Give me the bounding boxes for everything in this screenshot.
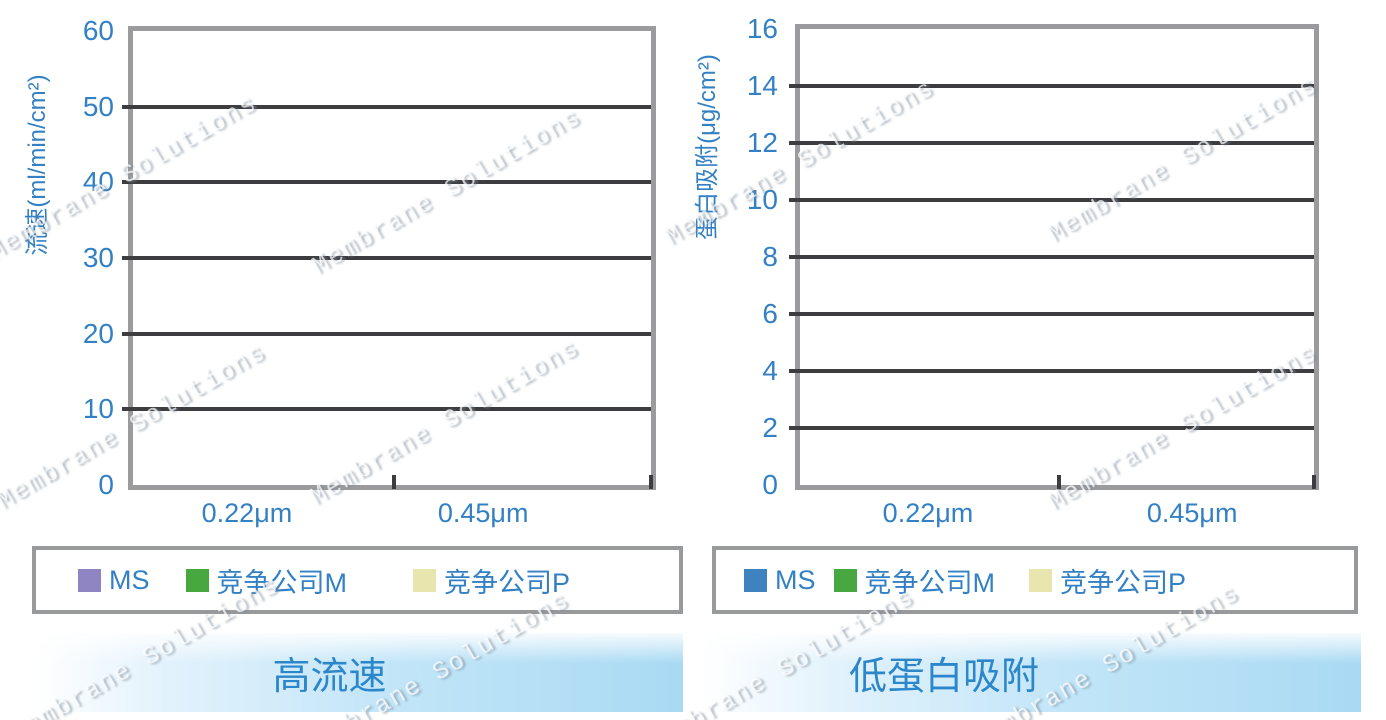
legend-label: 竞争公司M [864, 567, 996, 598]
watermark-text: Membrane Solutions [1043, 338, 1323, 518]
legend-swatch [413, 568, 436, 592]
legend-swatch [1029, 568, 1052, 592]
legend-label: MS [109, 564, 150, 595]
gridline [789, 312, 1314, 316]
y-tick-label: 20 [82, 317, 114, 349]
y-tick-label: 10 [82, 393, 114, 425]
legend: MS 竞争公司M 竞争公司P [712, 546, 1358, 614]
legend-item-竞争公司P: 竞争公司P [413, 561, 570, 600]
y-tick-label: 12 [746, 127, 778, 158]
gridline [122, 407, 651, 412]
gridline [122, 331, 651, 336]
watermark-text: Membrane Solutions [965, 578, 1245, 720]
y-tick-label: 30 [82, 242, 114, 273]
gridline [122, 104, 651, 109]
x-axis-tick-mark [1312, 475, 1316, 489]
watermark-text: Membrane Solutions [307, 102, 587, 282]
y-axis-tick-labels: 16 14 12 10 8 6 4 2 0 [722, 15, 778, 499]
y-axis-tick-labels: 60 50 40 30 20 10 0 [56, 17, 114, 499]
y-tick-label: 8 [762, 241, 778, 272]
y-tick-label: 0 [762, 469, 778, 500]
legend-item-竞争公司M: 竞争公司M [833, 561, 996, 600]
y-tick-label: 10 [746, 184, 778, 215]
watermark-text: Membrane Solutions [295, 585, 575, 720]
watermark-text: Membrane Solutions [1043, 70, 1323, 250]
y-axis-title: 流速(ml/min/cm²) [24, 74, 51, 256]
legend-swatch [833, 568, 857, 592]
legend-label: 竞争公司M [216, 567, 348, 598]
legend-swatch [185, 568, 209, 592]
banner-label: 低蛋白吸附 [848, 656, 1039, 698]
x-tick-label: 0.45μm [1146, 498, 1238, 528]
x-axis-tick-mark [392, 475, 396, 489]
banner-low-protein-adsorption: 低蛋白吸附 [703, 633, 1361, 712]
watermark-text: Membrane Solutions [640, 582, 920, 720]
gridline [122, 180, 651, 185]
gridline [789, 255, 1314, 259]
gridline [789, 369, 1314, 373]
gridline [122, 256, 651, 260]
watermark-text: Membrane Solutions [660, 73, 940, 253]
watermark-text: Membrane Solutions [305, 333, 585, 513]
legend-item-竞争公司M: 竞争公司M [185, 561, 348, 600]
x-axis-tick-mark [649, 475, 653, 489]
x-tick-label: 0.22μm [201, 498, 293, 528]
legend-item-竞争公司P: 竞争公司P [1029, 561, 1186, 600]
x-axis-labels: 0.22μm 0.45μm [800, 498, 1314, 532]
legend-swatch [78, 568, 101, 592]
x-axis-tick-mark [1057, 475, 1061, 489]
y-tick-label: 50 [82, 90, 114, 122]
legend-swatch [744, 568, 767, 592]
y-tick-label: 14 [746, 70, 778, 101]
y-tick-label: 60 [82, 15, 114, 46]
y-tick-label: 6 [762, 298, 778, 329]
banner-label: 高流速 [272, 656, 387, 698]
y-tick-label: 2 [762, 412, 778, 443]
banner-high-flow: 高流速 [36, 633, 683, 712]
legend-label: 竞争公司P [444, 567, 571, 598]
plot-area [789, 24, 1319, 490]
legend: MS 竞争公司M 竞争公司P [32, 546, 683, 614]
legend-label: 竞争公司P [1060, 567, 1187, 598]
watermark-text: Membrane Solutions [0, 88, 263, 268]
legend-label: MS [775, 564, 816, 595]
y-tick-label: 16 [746, 13, 778, 44]
watermark-text: Membrane Solutions [5, 570, 285, 720]
y-tick-label: 0 [98, 469, 114, 500]
x-tick-label: 0.45μm [437, 498, 529, 528]
gridline [789, 198, 1314, 202]
y-tick-label: 40 [82, 166, 114, 198]
x-tick-label: 0.22μm [882, 498, 974, 528]
legend-item-MS: MS [78, 565, 150, 596]
legend-item-MS: MS [744, 565, 816, 596]
x-axis-labels: 0.22μm 0.45μm [133, 498, 651, 532]
y-axis-title: 蛋白吸附(μg/cm²) [694, 54, 721, 240]
watermark-text: Membrane Solutions [0, 337, 272, 517]
gridline [789, 84, 1314, 88]
gridline [789, 141, 1314, 145]
gridline [789, 426, 1314, 430]
y-tick-label: 4 [762, 355, 778, 386]
plot-area [122, 26, 656, 490]
